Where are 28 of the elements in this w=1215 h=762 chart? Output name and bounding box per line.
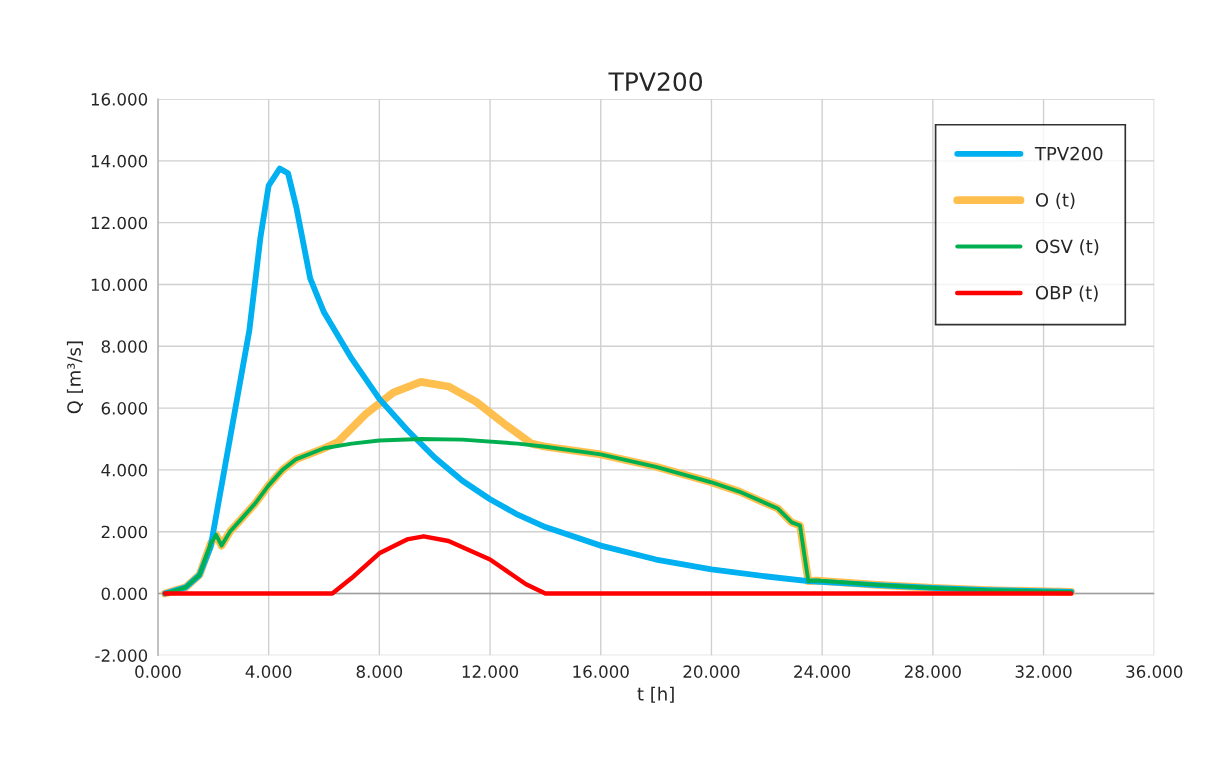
- legend-label: TPV200: [1034, 146, 1103, 161]
- x-axis-title: t [h]: [637, 686, 674, 703]
- y-tick-label: 0.000: [101, 587, 148, 601]
- y-tick-label: -2.000: [95, 649, 148, 662]
- y-tick-label: 14.000: [91, 154, 148, 168]
- y-tick-label: 10.000: [91, 278, 148, 292]
- legend-label: OBP (t): [1035, 285, 1098, 302]
- legend-label: O (t): [1035, 192, 1075, 209]
- chart-title: TPV200: [608, 72, 703, 92]
- x-tick-label: 4.000: [245, 665, 292, 678]
- x-tick-label: 16.000: [573, 665, 629, 678]
- x-tick-label: 20.000: [683, 665, 740, 678]
- y-tick-label: 6.000: [101, 402, 148, 415]
- x-tick-label: 0.000: [135, 665, 181, 678]
- y-tick-label: 16.000: [91, 93, 148, 106]
- y-tick-label: 2.000: [101, 525, 148, 539]
- legend-label: OSV (t): [1035, 239, 1099, 256]
- x-tick-label: 24.000: [794, 665, 851, 678]
- y-tick-label: 8.000: [101, 340, 148, 353]
- x-tick-label: 32.000: [1015, 665, 1072, 678]
- x-tick-label: 28.000: [904, 665, 961, 678]
- line-series: [162, 534, 1074, 596]
- y-tick-label: 4.000: [101, 463, 148, 477]
- x-tick-label: 36.000: [1126, 665, 1183, 678]
- x-tick-label: 12.000: [462, 665, 519, 678]
- y-tick-label: 12.000: [91, 216, 148, 230]
- y-axis-title: Q [m³/s]: [66, 341, 83, 414]
- x-tick-label: 8.000: [356, 665, 403, 678]
